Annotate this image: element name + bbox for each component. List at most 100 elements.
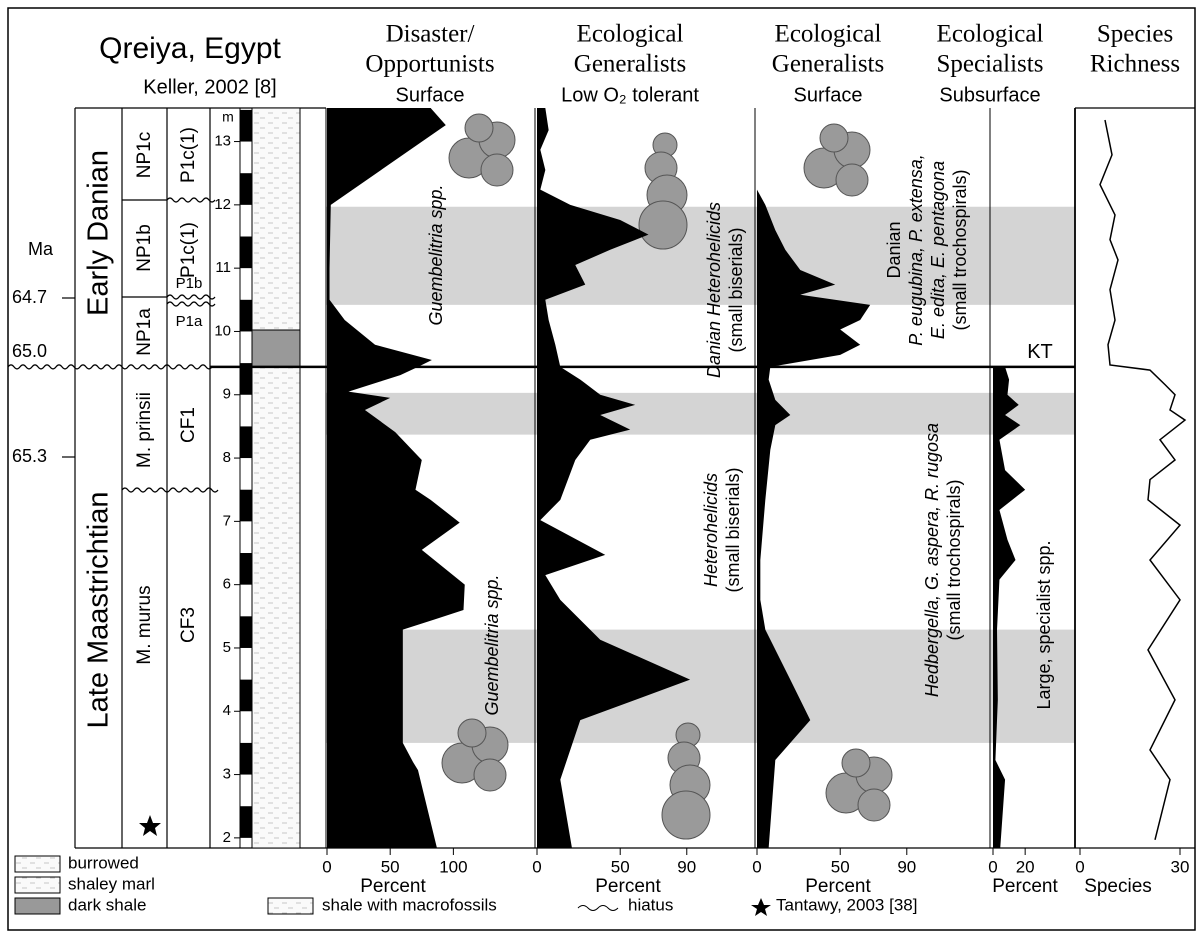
fossil-chamber — [457, 718, 487, 748]
legend-label: hiatus — [628, 895, 673, 914]
legend-label: dark shale — [68, 895, 146, 914]
dark-shale-bed — [251, 329, 301, 368]
legend-label: shale with macrofossils — [322, 895, 497, 914]
depth-tick-label: 2 — [223, 829, 231, 846]
depth-block — [240, 553, 252, 585]
zone: M. murus — [134, 585, 155, 664]
age: 65.0 — [12, 341, 47, 361]
zone: P1c(1) — [178, 222, 199, 278]
depth-block — [240, 616, 252, 648]
annotation: Guembelitria spp. — [426, 184, 446, 325]
depth-tick-label: 3 — [223, 766, 231, 783]
profile-area — [327, 108, 465, 848]
profile-area — [757, 108, 871, 848]
depth-block — [240, 363, 252, 395]
panel-subtitle: Surface — [794, 84, 863, 106]
fossil-illustration — [638, 132, 688, 250]
zone-boundary — [166, 294, 216, 300]
x-axis-label: Percent — [595, 876, 661, 897]
x-tick-label: 100 — [439, 857, 467, 876]
kt-label: KT — [1027, 341, 1053, 363]
legend-label: shaley marl — [68, 874, 155, 893]
legend-swatch — [14, 897, 61, 915]
age-label: Ma — [28, 239, 54, 259]
fossil-illustration — [448, 113, 516, 187]
panel-subtitle: Surface — [396, 84, 465, 106]
fossil-chamber — [841, 748, 871, 778]
annotation: P. eugubina, P. extensa, — [906, 154, 926, 346]
zone: P1c(1) — [178, 127, 199, 183]
stage: Early Danian — [83, 150, 115, 316]
subtitle: Keller, 2002 [8] — [143, 76, 276, 98]
zone-boundary — [121, 487, 219, 493]
legend-swatch — [267, 897, 314, 915]
annotation: Heterohelicids — [701, 473, 721, 587]
legend-swatch — [14, 876, 61, 894]
panel-title: Generalists — [772, 51, 884, 78]
depth-tick-label: 10 — [214, 322, 231, 339]
depth-block — [240, 173, 252, 205]
depth-block — [240, 426, 252, 459]
panel-title: Richness — [1090, 51, 1180, 78]
age: 64.7 — [12, 287, 47, 307]
lithology — [251, 107, 301, 849]
legend-swatch — [14, 855, 61, 873]
depth-block — [240, 679, 252, 712]
fossil-illustration — [825, 748, 893, 822]
annotation: E. edita, E. pentagona — [928, 161, 948, 339]
zone-boundary — [166, 197, 216, 203]
x-tick-label: 90 — [677, 857, 696, 876]
depth-block — [240, 109, 252, 142]
star-marker — [139, 815, 161, 836]
panel-title: Ecological — [775, 21, 882, 48]
depth-tick-label: 8 — [223, 449, 231, 466]
stage: Late Maastrichtian — [83, 492, 115, 729]
fossil-chamber — [857, 788, 891, 822]
zone: M. prinsii — [134, 392, 155, 468]
x-tick-label: 50 — [381, 857, 400, 876]
legend-star — [751, 898, 771, 916]
fossil-chamber — [473, 758, 507, 792]
depth-tick-label: 7 — [223, 512, 231, 529]
panel-title: Generalists — [574, 51, 686, 78]
zone: NP1c — [134, 132, 155, 178]
fossil-illustration — [441, 718, 509, 792]
fossil-chamber — [835, 163, 869, 197]
depth-block — [240, 236, 252, 269]
zone: CF1 — [178, 407, 199, 443]
panel-title: Ecological — [937, 21, 1044, 48]
x-tick-label: 90 — [897, 857, 916, 876]
depth-tick-label: 12 — [214, 196, 231, 213]
zone: P1a — [176, 313, 203, 330]
fossil-chamber — [638, 200, 688, 250]
shaded-interval — [326, 392, 1075, 435]
hiatus — [7, 364, 213, 370]
annotation: (small trochospirals) — [944, 479, 964, 640]
profile-area — [993, 366, 1026, 848]
depth-block — [240, 806, 252, 838]
fossil-chamber — [464, 113, 494, 143]
annotation: Danian — [884, 221, 904, 278]
fossil-chamber — [819, 123, 849, 153]
depth-tick-label: 11 — [215, 259, 231, 276]
x-tick-label: 0 — [752, 857, 761, 876]
x-axis-label: Species — [1084, 876, 1152, 897]
shaded-interval — [326, 629, 1075, 743]
depth-tick-label: 13 — [214, 133, 231, 150]
panel-title: Opportunists — [365, 51, 494, 78]
x-tick-label: 20 — [1016, 857, 1035, 876]
zone: CF3 — [178, 607, 199, 643]
depth-block — [240, 489, 252, 522]
panel-title: Disaster/ — [386, 21, 475, 48]
profile-line — [1099, 119, 1187, 840]
fossil-chamber — [480, 153, 514, 187]
shaded-interval — [326, 206, 1075, 305]
x-axis-label: Percent — [992, 876, 1058, 897]
annotation: (small biserials) — [726, 227, 746, 352]
depth-tick-label: 5 — [223, 639, 231, 656]
age: 65.3 — [12, 446, 47, 466]
depth-tick-label: 9 — [223, 386, 231, 403]
profile-area — [537, 108, 691, 848]
depth-tick-label: 6 — [223, 576, 231, 593]
